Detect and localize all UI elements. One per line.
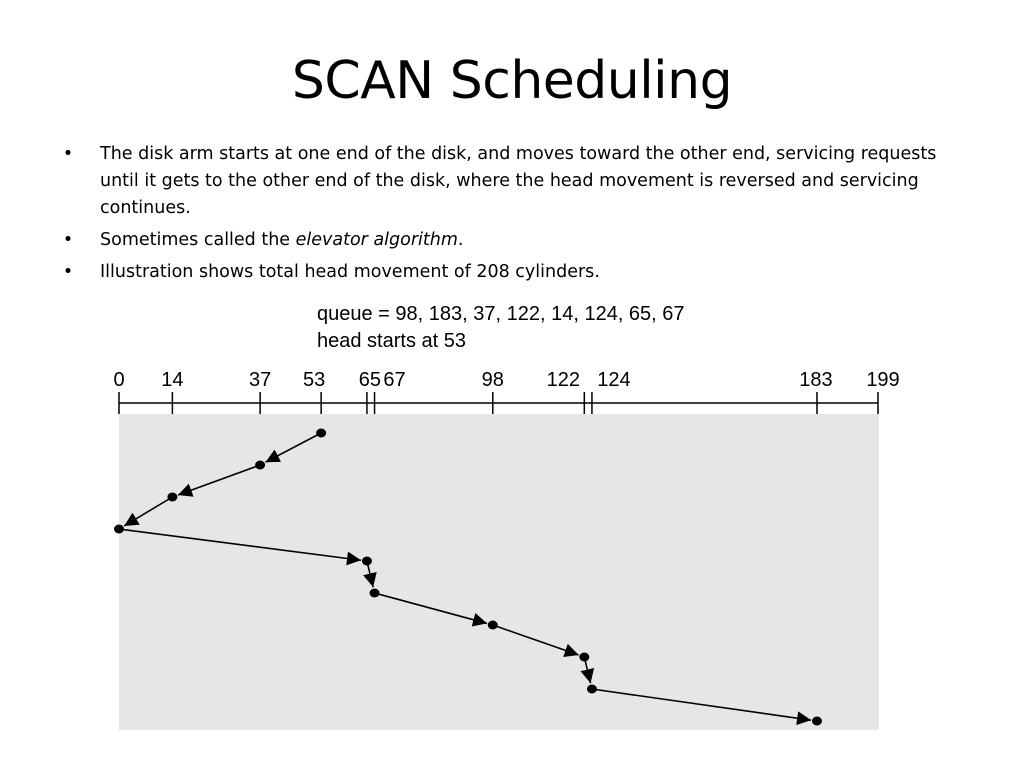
axis-tick-labels: 0 14 37 53 65 67 98 122 124 183 199 (113, 369, 899, 391)
axis-tick-label: 37 (249, 369, 271, 391)
axis-tick-label: 124 (597, 369, 630, 391)
bullet-icon: • (62, 230, 74, 250)
request-point (811, 716, 822, 726)
request-point (114, 524, 124, 534)
bullet-item: • Sometimes called the elevator algorith… (62, 227, 962, 254)
head-start-label: head starts at 53 (317, 330, 466, 352)
bullet-icon: • (62, 144, 74, 164)
request-point (167, 492, 178, 502)
bullet-item: • Illustration shows total head movement… (62, 259, 962, 286)
axis-tick-label: 183 (799, 369, 832, 391)
bullet-emphasis: elevator algorithm (295, 230, 458, 250)
bullet-text: The disk arm starts at one end of the di… (100, 144, 937, 218)
axis-tick-label: 98 (482, 369, 504, 391)
head-move-arrow (177, 464, 261, 497)
request-point (487, 620, 498, 630)
bullet-item: • The disk arm starts at one end of the … (62, 141, 962, 222)
request-point (579, 652, 590, 662)
bullet-text-end: . (457, 230, 464, 250)
axis-tick-label: 122 (547, 369, 580, 391)
request-points (114, 428, 822, 726)
bullet-icon: • (62, 262, 74, 282)
slide-title: SCAN Scheduling (291, 51, 733, 111)
bullet-list: • The disk arm starts at one end of the … (62, 141, 962, 291)
head-move-arrow (591, 688, 812, 726)
request-point (586, 684, 597, 694)
request-point (255, 460, 266, 470)
bullet-text: Sometimes called the (100, 230, 296, 250)
head-move-arrow (118, 528, 362, 566)
request-point (361, 556, 372, 566)
axis-tick-label: 0 (113, 369, 124, 391)
axis-ticks (118, 392, 879, 414)
head-move-arrow (123, 496, 173, 527)
diagram-panel (119, 414, 879, 730)
bullet-text: Illustration shows total head movement o… (100, 262, 600, 282)
head-move-arrow (374, 592, 488, 627)
axis-tick-label: 65 (359, 369, 381, 391)
axis-tick-label: 14 (161, 369, 183, 391)
request-point (369, 588, 380, 598)
request-point (316, 428, 327, 438)
queue-label: queue = 98, 183, 37, 122, 14, 124, 65, 6… (317, 303, 685, 325)
axis-tick-label: 67 (383, 369, 405, 391)
head-move-arrow (492, 624, 579, 658)
head-move-arrow (265, 432, 322, 463)
axis-tick-label: 199 (866, 369, 899, 391)
axis-tick-label: 53 (303, 369, 325, 391)
